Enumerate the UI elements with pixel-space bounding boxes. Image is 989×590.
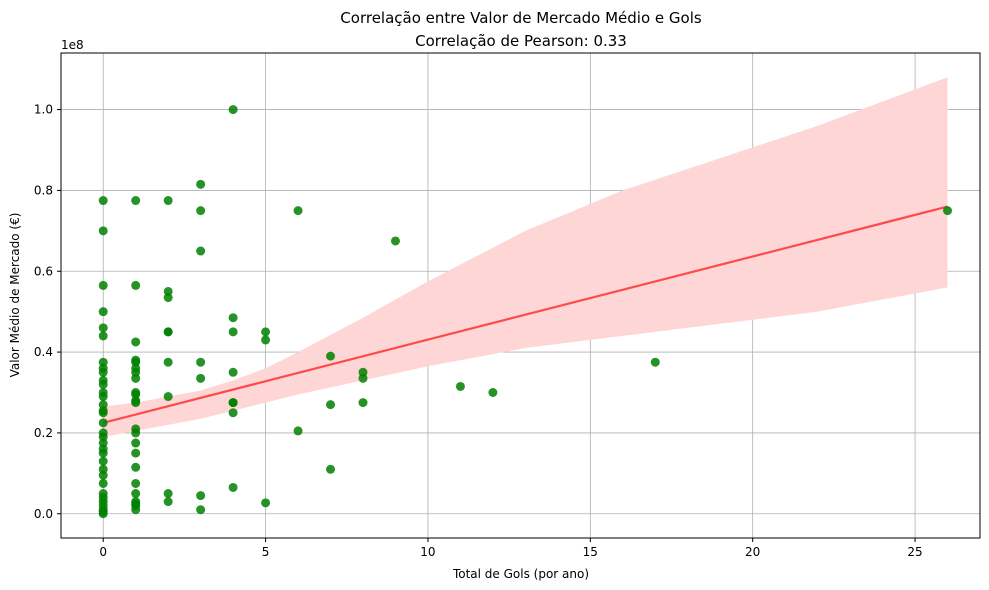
data-point bbox=[228, 327, 238, 337]
data-point bbox=[196, 505, 206, 515]
y-tick-label: 0.2 bbox=[34, 426, 53, 440]
data-point bbox=[163, 327, 173, 337]
data-point bbox=[326, 464, 336, 474]
regression-line-layer bbox=[102, 205, 948, 424]
data-point bbox=[98, 418, 108, 428]
chart-subtitle: Correlação de Pearson: 0.33 bbox=[415, 32, 627, 50]
data-point bbox=[163, 293, 173, 303]
data-point bbox=[261, 335, 271, 345]
data-point bbox=[228, 367, 238, 377]
data-point bbox=[228, 408, 238, 418]
data-point bbox=[98, 331, 108, 341]
data-point bbox=[358, 373, 368, 383]
y-axis-ticks: 0.0 0.2 0.4 0.6 0.8 1.0 bbox=[34, 103, 61, 521]
data-point bbox=[131, 462, 141, 472]
data-point bbox=[131, 505, 141, 515]
data-point bbox=[98, 280, 108, 290]
x-axis-ticks: 0 5 10 15 20 25 bbox=[99, 538, 923, 559]
data-point bbox=[98, 392, 108, 402]
data-point bbox=[98, 323, 108, 333]
data-point bbox=[196, 491, 206, 501]
data-point bbox=[228, 398, 238, 408]
data-point bbox=[98, 226, 108, 236]
y-tick-label: 0.6 bbox=[34, 264, 53, 278]
data-point bbox=[131, 337, 141, 347]
data-point bbox=[196, 206, 206, 216]
data-point bbox=[163, 497, 173, 507]
y-tick-label: 0.8 bbox=[34, 183, 53, 197]
data-point bbox=[650, 357, 660, 367]
data-point bbox=[98, 509, 108, 519]
data-point bbox=[488, 388, 498, 397]
y-axis-offset-label: 1e8 bbox=[61, 38, 84, 52]
data-point bbox=[196, 246, 206, 256]
data-point bbox=[358, 398, 368, 408]
data-point bbox=[293, 206, 303, 216]
regression-line bbox=[102, 205, 948, 424]
data-point bbox=[196, 357, 206, 367]
data-point bbox=[261, 498, 271, 508]
data-point bbox=[131, 438, 141, 448]
data-point bbox=[131, 489, 141, 499]
plot-area bbox=[60, 52, 981, 539]
data-point bbox=[163, 392, 173, 402]
data-point bbox=[98, 367, 108, 377]
x-tick-label: 15 bbox=[583, 545, 598, 559]
data-point bbox=[261, 327, 271, 337]
data-point bbox=[131, 448, 141, 458]
data-point bbox=[98, 196, 108, 206]
data-point bbox=[98, 408, 108, 418]
data-point bbox=[131, 428, 141, 438]
y-tick-label: 1.0 bbox=[34, 103, 53, 117]
data-point bbox=[98, 456, 108, 466]
data-point bbox=[131, 373, 141, 383]
x-tick-label: 10 bbox=[420, 545, 435, 559]
data-point bbox=[98, 307, 108, 317]
y-tick-label: 0.4 bbox=[34, 345, 53, 359]
data-point bbox=[131, 398, 141, 408]
data-points bbox=[98, 105, 953, 519]
data-point bbox=[98, 470, 108, 480]
confidence-band bbox=[103, 77, 948, 437]
data-point bbox=[326, 351, 336, 361]
data-point bbox=[131, 280, 141, 290]
confidence-band-layer bbox=[103, 77, 948, 437]
chart-title: Correlação entre Valor de Mercado Médio … bbox=[340, 9, 702, 27]
x-tick-label: 25 bbox=[907, 545, 922, 559]
data-point bbox=[228, 105, 238, 115]
data-point bbox=[98, 379, 108, 389]
data-point bbox=[390, 236, 400, 246]
data-point bbox=[98, 448, 108, 458]
x-tick-label: 0 bbox=[99, 545, 107, 559]
data-point bbox=[163, 357, 173, 367]
data-point bbox=[326, 400, 336, 410]
y-tick-label: 0.0 bbox=[34, 507, 53, 521]
data-point bbox=[943, 206, 953, 216]
data-point bbox=[131, 196, 141, 206]
x-axis-label: Total de Gols (por ano) bbox=[452, 567, 589, 581]
data-point bbox=[131, 478, 141, 488]
x-tick-label: 5 bbox=[262, 545, 270, 559]
data-point bbox=[98, 478, 108, 488]
data-point bbox=[293, 426, 303, 436]
data-point bbox=[196, 179, 206, 189]
data-point bbox=[455, 381, 465, 391]
x-tick-label: 20 bbox=[745, 545, 760, 559]
y-axis-label: Valor Médio de Mercado (€) bbox=[8, 213, 22, 378]
data-point bbox=[196, 373, 206, 383]
data-point bbox=[163, 196, 173, 206]
data-point bbox=[163, 489, 173, 499]
data-point bbox=[228, 313, 238, 323]
data-point bbox=[228, 482, 238, 492]
